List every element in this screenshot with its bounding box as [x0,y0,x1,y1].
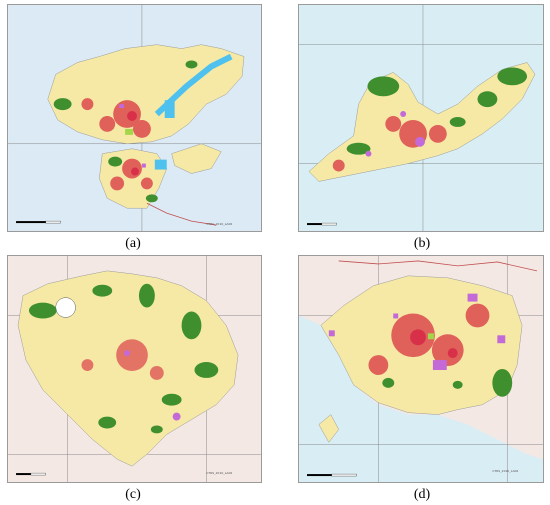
island-a [171,143,222,174]
map-a-svg: CTRS_2010_LA06 [8,5,261,231]
map-b-svg [299,5,543,231]
map-c-svg: CTRS_2010_LA06 [8,256,261,482]
map-panel-c: CTRS_2010_LA06 [7,255,262,483]
caption-d: (d) [413,487,431,502]
land-north-a [47,44,245,145]
map-panel-b [298,4,544,232]
caption-a: (a) [125,236,141,251]
map-d-svg: CTRS_2010_LA06 [299,256,543,482]
caption-b: (b) [413,236,431,251]
corner-text-c: CTRS_2010_LA06 [206,471,232,475]
corner-text-d: CTRS_2010_LA06 [492,469,518,473]
corner-text-a: CTRS_2010_LA06 [206,222,232,226]
map-panel-a: CTRS_2010_LA06 [7,4,262,232]
caption-c: (c) [125,487,141,502]
map-panel-d: CTRS_2010_LA06 [298,255,544,483]
